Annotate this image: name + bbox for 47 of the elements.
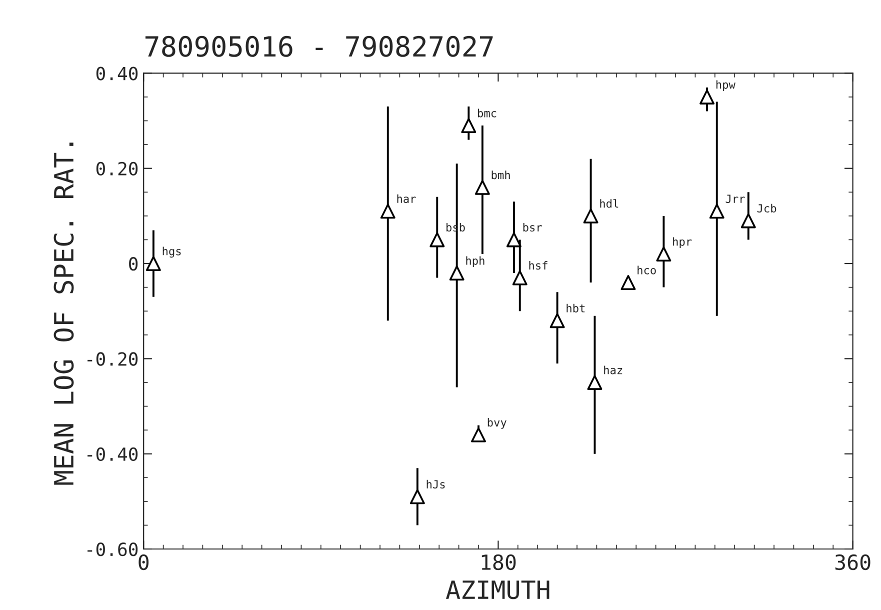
annotation: bsr <box>523 222 542 232</box>
annotation: Jcb <box>757 204 776 213</box>
y-axis-title: MEAN LOG OF SPEC. RAT. <box>54 142 74 485</box>
annotation: haz <box>604 366 622 374</box>
x-tick-label: 360 <box>835 554 870 570</box>
point <box>449 266 464 281</box>
x-tick-label: 180 <box>482 554 516 570</box>
point <box>587 374 602 390</box>
point <box>550 313 565 328</box>
annotation: hbt <box>566 304 585 312</box>
annotation: hpw <box>716 80 736 91</box>
y-tick-label: 0.20 <box>96 162 138 176</box>
chart-title: 780905016 - 790827027 <box>145 36 493 57</box>
point <box>410 489 425 504</box>
point <box>620 275 636 290</box>
annotation: bmh <box>492 170 510 180</box>
annotation: Jrr <box>726 194 745 204</box>
annotation: hco <box>638 266 656 274</box>
point <box>380 204 396 219</box>
x-tick-label: 0 <box>138 554 149 570</box>
point <box>656 246 672 262</box>
annotation: bmc <box>478 108 496 118</box>
point <box>709 204 724 219</box>
point <box>506 232 522 248</box>
point <box>512 270 528 286</box>
annotation: hph <box>466 256 484 268</box>
annotation: hpr <box>673 237 692 248</box>
annotation: hgs <box>162 246 181 258</box>
y-tick-label: 0.40 <box>96 66 138 80</box>
point <box>146 256 161 272</box>
point <box>474 180 490 195</box>
annotation: hsf <box>529 261 548 270</box>
point <box>461 118 476 134</box>
point <box>583 208 598 224</box>
x-axis-title: AZIMUTH <box>446 580 550 600</box>
point <box>430 232 445 248</box>
annotation: hJs <box>426 480 445 488</box>
annotation: bvy <box>488 418 506 429</box>
annotation: har <box>397 194 416 204</box>
y-tick-label: -0.40 <box>88 447 138 462</box>
point <box>740 213 756 228</box>
point <box>700 89 715 104</box>
y-tick-label: -0.20 <box>88 352 138 366</box>
y-tick-label: 0 <box>129 257 138 271</box>
point <box>471 427 486 442</box>
y-tick-label: -0.60 <box>88 542 138 556</box>
annotation: hdl <box>600 199 618 208</box>
